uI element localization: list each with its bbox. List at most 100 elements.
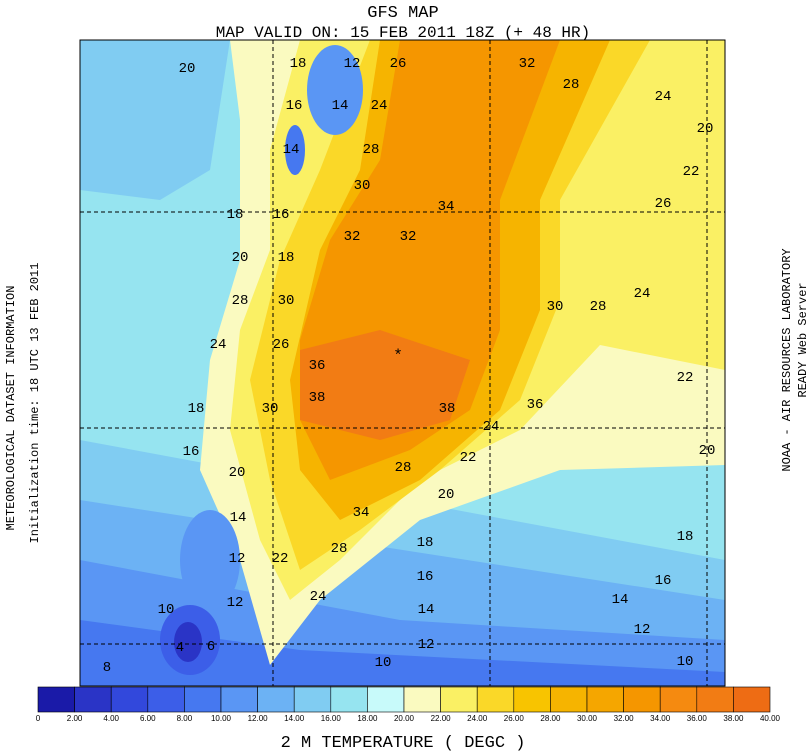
contour-label: 4 (176, 640, 184, 656)
colorbar: 0 2.00 4.00 6.00 8.00 10.00 12.00 14.00 16.00 18.… (36, 686, 781, 723)
contour-label: 24 (310, 589, 327, 605)
contour-label: 38 (309, 390, 326, 406)
contour-label: 24 (655, 89, 672, 105)
contour-label: 20 (232, 250, 249, 266)
temperature-field (80, 40, 230, 200)
legend-swatch (110, 686, 149, 713)
legend-label: 20.00 (394, 714, 415, 723)
init-time: Initialization time: 18 UTC 13 FEB 2011 (28, 263, 42, 544)
contour-label: 28 (331, 541, 348, 557)
contour-label: 26 (390, 56, 407, 72)
subtitle: MAP VALID ON: 15 FEB 2011 18Z (+ 48 HR) (216, 24, 590, 42)
legend-swatch (440, 686, 478, 713)
contour-label: 16 (273, 207, 290, 223)
contour-label: 12 (634, 622, 651, 638)
contour-label: 14 (230, 510, 247, 526)
contour-label: 20 (699, 443, 716, 459)
contour-label: 6 (207, 639, 215, 655)
contour-label: 10 (375, 655, 392, 671)
contour-label: 20 (697, 121, 714, 137)
legend-swatch (74, 686, 112, 713)
contour-label: 18 (278, 250, 295, 266)
contour-label: 14 (418, 602, 435, 618)
legend-label: 36.00 (687, 714, 708, 723)
contour-label: 24 (210, 337, 227, 353)
cold-spot (285, 125, 305, 175)
legend-label: 22.00 (431, 714, 452, 723)
cold-spot (307, 45, 363, 135)
contour-label: 36 (527, 397, 544, 413)
map-area: * 20 18 12 26 32 28 24 20 16 14 24 14 28 22 30 34 26 18 16… (79, 39, 726, 687)
legend-swatch (696, 686, 734, 713)
contour-label: 22 (272, 551, 289, 567)
contour-labels: 20 18 12 26 32 28 24 20 16 14 24 14 28 22 30 34 26 18 16 32… (103, 56, 716, 676)
legend-label: 32.00 (614, 714, 635, 723)
contour-label: 20 (179, 61, 196, 77)
legend-swatch (147, 686, 185, 713)
legend-label: 38.00 (723, 714, 744, 723)
contour-label: 16 (286, 98, 303, 114)
agency: NOAA - AIR RESOURCES LABORATORY (780, 248, 794, 471)
map-border (79, 39, 726, 687)
contour-label: 22 (683, 164, 700, 180)
contour-label: 12 (229, 551, 246, 567)
cold-spot (174, 622, 202, 662)
contour-label: 14 (612, 592, 629, 608)
legend-label: 40.00 (760, 714, 781, 723)
temperature-field (300, 330, 470, 440)
legend-label: 12.00 (248, 714, 269, 723)
contour-label: 28 (590, 299, 607, 315)
legend-swatch (476, 686, 515, 713)
dataset-info: METEOROLOGICAL DATASET INFORMATION (4, 286, 18, 531)
legend-label: 8.00 (177, 714, 193, 723)
contour-label: 34 (353, 505, 370, 521)
legend-swatch (586, 686, 624, 713)
legend-label: 28.00 (540, 714, 561, 723)
contour-label: 20 (229, 465, 246, 481)
legend-label: 4.00 (103, 714, 119, 723)
legend-swatch (257, 686, 295, 713)
contour-label: 14 (283, 142, 300, 158)
legend-swatch (367, 686, 405, 713)
legend-swatch (220, 686, 258, 713)
contour-label: 32 (400, 229, 417, 245)
legend-label: 26.00 (504, 714, 525, 723)
legend-label: 16.00 (321, 714, 342, 723)
contour-label: 30 (547, 299, 564, 315)
legend-label: 14.00 (284, 714, 305, 723)
legend-swatch (403, 686, 441, 713)
temperature-field (80, 620, 725, 686)
legend-swatch (184, 686, 222, 713)
contour-label: 18 (227, 207, 244, 223)
contour-label: 12 (344, 56, 361, 72)
contour-label: 28 (363, 142, 380, 158)
legend-label: 18.00 (357, 714, 378, 723)
title: GFS MAP (367, 4, 438, 23)
contour-label: 38 (439, 401, 456, 417)
legend-label: 30.00 (577, 714, 598, 723)
legend-label: 24.00 (467, 714, 488, 723)
contour-label: 24 (634, 286, 651, 302)
contour-label: 32 (519, 56, 536, 72)
contour-label: 34 (438, 199, 455, 215)
contour-label: 22 (460, 450, 477, 466)
contour-label: 30 (278, 293, 295, 309)
legend-label: 10.00 (211, 714, 232, 723)
contour-label: 30 (354, 178, 371, 194)
contour-label: 26 (655, 196, 672, 212)
contour-label: 28 (563, 77, 580, 93)
legend-caption: 2 M TEMPERATURE ( DEGC ) (281, 734, 526, 751)
cold-spot (180, 510, 240, 610)
contour-label: 28 (232, 293, 249, 309)
legend-swatch (513, 686, 551, 713)
contour-label: 8 (103, 660, 111, 676)
legend-label: 2.00 (67, 714, 83, 723)
legend-swatch (37, 686, 75, 713)
contour-label: 16 (655, 573, 672, 589)
contour-label: 18 (188, 401, 205, 417)
contour-label: 36 (309, 358, 326, 374)
contour-label: 28 (395, 460, 412, 476)
contour-label: 20 (438, 487, 455, 503)
legend-swatch (733, 686, 771, 713)
